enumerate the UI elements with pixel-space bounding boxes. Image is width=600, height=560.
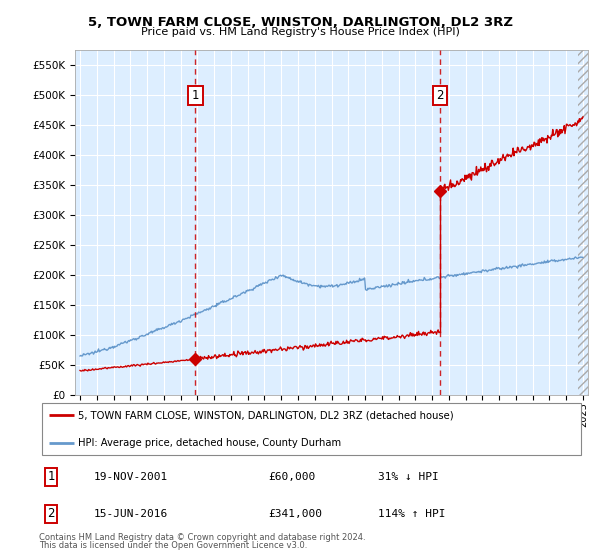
Text: 19-NOV-2001: 19-NOV-2001	[94, 472, 168, 482]
Text: 5, TOWN FARM CLOSE, WINSTON, DARLINGTON, DL2 3RZ: 5, TOWN FARM CLOSE, WINSTON, DARLINGTON,…	[88, 16, 512, 29]
Bar	[578, 50, 588, 395]
Text: 1: 1	[47, 470, 55, 483]
Text: This data is licensed under the Open Government Licence v3.0.: This data is licensed under the Open Gov…	[39, 541, 307, 550]
Text: HPI: Average price, detached house, County Durham: HPI: Average price, detached house, Coun…	[79, 438, 341, 447]
Text: £60,000: £60,000	[268, 472, 316, 482]
Text: 114% ↑ HPI: 114% ↑ HPI	[377, 509, 445, 519]
Text: 15-JUN-2016: 15-JUN-2016	[94, 509, 168, 519]
Text: Price paid vs. HM Land Registry's House Price Index (HPI): Price paid vs. HM Land Registry's House …	[140, 27, 460, 37]
Text: 5, TOWN FARM CLOSE, WINSTON, DARLINGTON, DL2 3RZ (detached house): 5, TOWN FARM CLOSE, WINSTON, DARLINGTON,…	[79, 410, 454, 420]
FancyBboxPatch shape	[42, 403, 581, 455]
Text: 1: 1	[192, 89, 199, 102]
Text: 31% ↓ HPI: 31% ↓ HPI	[377, 472, 438, 482]
Text: £341,000: £341,000	[268, 509, 322, 519]
Text: 2: 2	[436, 89, 443, 102]
Text: 2: 2	[47, 507, 55, 520]
Text: Contains HM Land Registry data © Crown copyright and database right 2024.: Contains HM Land Registry data © Crown c…	[39, 533, 365, 542]
